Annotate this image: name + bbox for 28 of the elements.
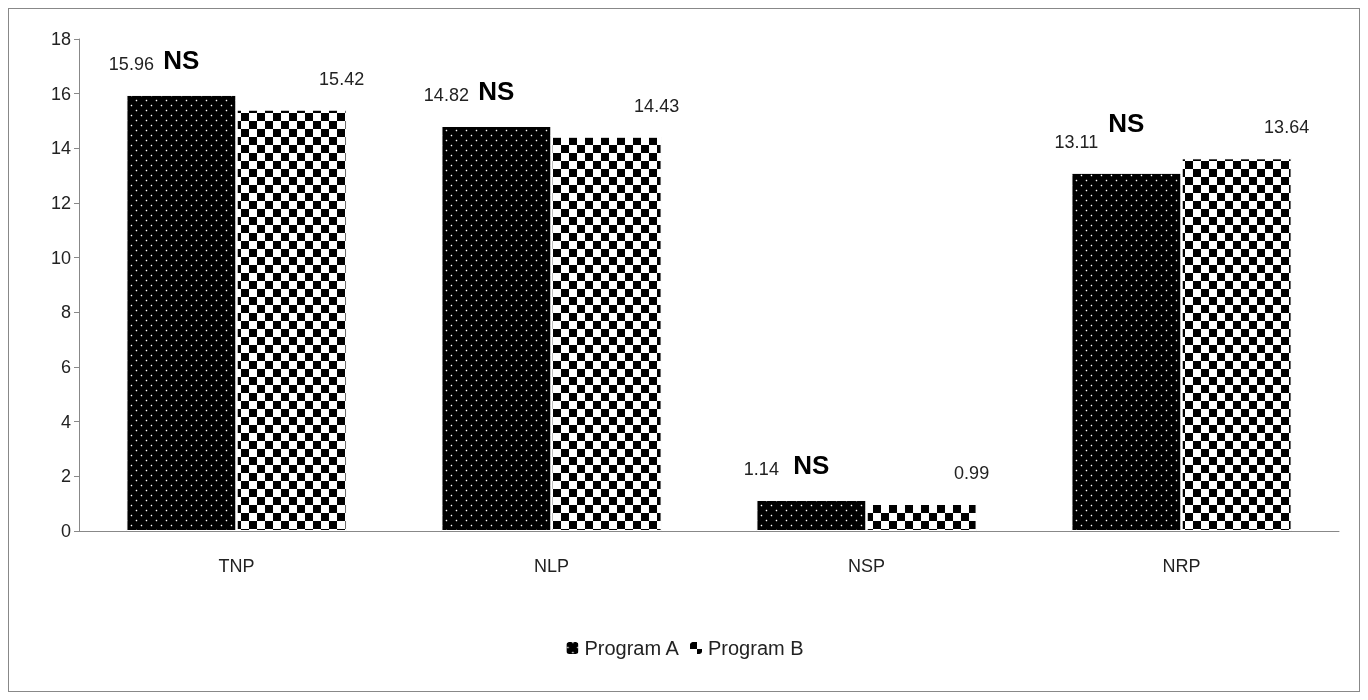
x-tick-label: NRP [1162, 556, 1201, 576]
x-tick-label: TNP [218, 556, 255, 576]
y-tick-label: 18 [50, 29, 71, 49]
annotation: NS [793, 449, 830, 480]
data-label: 13.64 [1264, 117, 1310, 138]
data-label: 0.99 [954, 462, 990, 483]
y-tick-label: 16 [50, 83, 71, 104]
y-tick-label: 10 [50, 247, 71, 268]
x-tick-label: NLP [533, 556, 570, 576]
legend-label: Program B [708, 637, 804, 659]
y-tick-label: 2 [60, 466, 71, 487]
y-tick-label: 6 [60, 357, 71, 377]
data-label: 15.96 [108, 53, 154, 74]
annotation: NS [1108, 108, 1145, 139]
y-tick-label: 14 [50, 138, 71, 159]
y-tick-label: 8 [60, 302, 71, 323]
y-tick-label: 4 [60, 411, 71, 432]
data-label: 14.43 [634, 95, 680, 116]
data-label: 15.42 [319, 68, 365, 89]
data-label: 14.82 [423, 84, 469, 105]
data-label: 1.14 [743, 458, 779, 479]
annotation: NS [478, 75, 515, 106]
x-tick-label: NSP [847, 556, 886, 576]
annotation: NS [163, 44, 200, 75]
y-tick-label: 0 [60, 521, 71, 541]
data-label: 13.11 [1054, 131, 1099, 152]
legend-label: Program A [584, 637, 680, 659]
y-tick-label: 12 [50, 193, 71, 213]
